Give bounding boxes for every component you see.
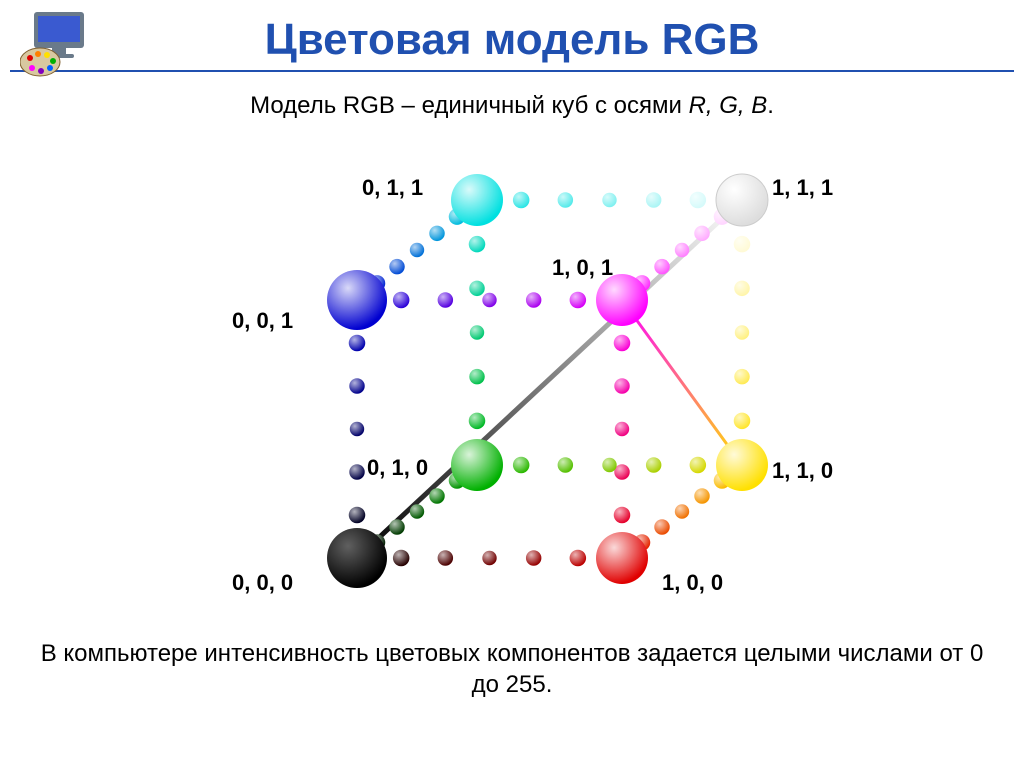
subtitle-axes: R, G, B — [689, 92, 768, 119]
rgb-cube-diagram: 0, 0, 01, 0, 00, 1, 01, 1, 00, 0, 11, 0,… — [202, 130, 822, 630]
subtitle-prefix: Модель RGB – единичный куб с осями — [250, 92, 689, 119]
vertex-label-blue: 0, 0, 1 — [232, 308, 293, 334]
vertex-label-cyan: 0, 1, 1 — [362, 175, 423, 201]
subtitle: Модель RGB – единичный куб с осями R, G,… — [0, 92, 1024, 120]
vertex-cyan — [451, 174, 503, 226]
vertex-label-white: 1, 1, 1 — [772, 175, 833, 201]
vertex-yellow — [716, 439, 768, 491]
vertex-white — [716, 174, 768, 226]
presentation-icon — [20, 8, 92, 80]
vertex-label-yellow: 1, 1, 0 — [772, 458, 833, 484]
footer-text: В компьютере интенсивность цветовых комп… — [40, 638, 984, 700]
subtitle-suffix: . — [767, 92, 774, 119]
page-title: Цветовая модель RGB — [0, 10, 1024, 70]
vertex-red — [596, 532, 648, 584]
vertex-label-black: 0, 0, 0 — [232, 570, 293, 596]
vertex-label-red: 1, 0, 0 — [662, 570, 723, 596]
vertex-label-magenta: 1, 0, 1 — [552, 255, 613, 281]
vertex-magenta — [596, 274, 648, 326]
vertex-green — [451, 439, 503, 491]
header-rule — [10, 70, 1014, 72]
vertex-black — [327, 528, 387, 588]
vertex-blue — [327, 270, 387, 330]
vertex-label-green: 0, 1, 0 — [367, 455, 428, 481]
